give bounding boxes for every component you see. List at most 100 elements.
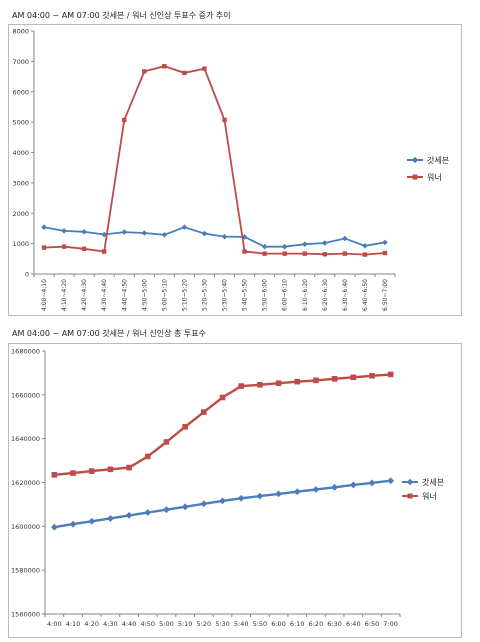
chart-1-x-tick-label: 5:00~5:10	[161, 279, 168, 311]
chart-2-point	[182, 424, 188, 430]
chart-2-y-tick-label: 1560000	[11, 611, 40, 619]
chart-1-point	[142, 69, 147, 74]
chart-2-point	[200, 500, 208, 508]
chart-2-point	[275, 380, 282, 387]
chart-2-y-tick-label: 1620000	[11, 479, 40, 487]
chart-1-point	[161, 232, 168, 238]
chart-1-point	[41, 224, 47, 231]
chart-1-x-tick-label: 5:40~5:50	[242, 279, 249, 311]
chart-2-x-tick-label: 5:30	[215, 620, 230, 628]
chart-1-y-tick-label: 2000	[12, 210, 29, 218]
chart-1-y-tick-label: 8000	[12, 28, 29, 36]
chart-1-point	[221, 233, 228, 240]
chart-2-point	[181, 503, 189, 511]
chart-1-legend-marker	[412, 174, 418, 180]
chart-2-x-tick-label: 6:30	[327, 620, 342, 628]
chart-1-x-tick-label: 4:20~4:30	[81, 279, 88, 311]
chart-2-point	[106, 515, 114, 522]
chart-1-point	[342, 235, 348, 242]
chart-1-point	[281, 243, 288, 250]
chart-2-x-tick-label: 5:10	[178, 620, 193, 628]
chart-1-y-tick-label: 1000	[12, 240, 29, 248]
chart-1-point	[262, 251, 267, 256]
chart-2-x-tick-label: 6:00	[271, 620, 286, 628]
chart-2-legend-marker	[406, 478, 414, 486]
chart-1-y-tick-label: 4000	[12, 149, 29, 157]
chart-2-point	[313, 377, 319, 384]
chart-2-x-tick-label: 5:50	[253, 620, 268, 628]
chart-2-point	[88, 468, 95, 474]
chart-2-y-tick-label: 1660000	[11, 391, 40, 399]
chart-1-x-tick-label: 5:10~5:20	[181, 279, 188, 311]
chart-2-title: AM 04:00 ~ AM 07:00 갓세븐 / 워너 신인상 총 투표수	[12, 329, 207, 338]
chart-1-point	[181, 224, 188, 231]
chart-2-x-tick-label: 7:00	[383, 620, 398, 628]
chart-2-y-tick-label: 1680000	[11, 348, 40, 356]
chart-2-point	[387, 371, 394, 378]
chart-2-point	[51, 472, 58, 478]
chart-1-point	[81, 246, 87, 251]
chart-1-point	[322, 252, 328, 257]
chart-2-point	[144, 453, 151, 460]
chart-2-x-tick-label: 4:00	[47, 620, 62, 628]
chart-2-point	[163, 506, 170, 514]
chart-1-x-tick-label: 4:30~4:40	[101, 279, 108, 311]
chart-1-x-tick-label: 5:20~5:30	[201, 279, 208, 311]
chart-2-point	[312, 486, 320, 493]
chart-1-x-tick-label: 6:20~6:30	[322, 279, 329, 311]
chart-1-legend-marker	[411, 156, 419, 164]
chart-2-y-tick-label: 1640000	[11, 435, 40, 443]
chart-1-legend-label: 워너	[427, 172, 442, 182]
chart-2-x-tick-label: 6:20	[309, 620, 324, 628]
chart-2-point	[70, 470, 76, 476]
chart-1-point	[362, 252, 368, 257]
chart-1-y-tick-label: 5000	[12, 119, 29, 127]
chart-1-y-tick-label: 3000	[12, 179, 29, 187]
chart-2-point	[163, 439, 170, 445]
chart-2-legend-label: 갓세븐	[422, 477, 444, 487]
chart-1-point	[162, 64, 167, 69]
chart-1-point	[121, 229, 128, 235]
chart-2-point	[219, 497, 226, 505]
chart-1-x-tick-label: 5:30~5:40	[222, 279, 229, 311]
chart-1-point	[41, 245, 47, 250]
chart-2-point	[294, 378, 301, 385]
chart-1-x-tick-label: 4:00~4:10	[41, 279, 48, 311]
chart-2-x-tick-label: 6:10	[290, 620, 305, 628]
chart-2-x-tick-label: 6:40	[346, 620, 361, 628]
chart-2-block: AM 04:00 ~ AM 07:00 갓세븐 / 워너 신인상 총 투표수 1…	[0, 318, 480, 642]
chart-1-point	[282, 251, 287, 256]
chart-1-y-tick-label: 7000	[12, 58, 29, 66]
chart-1-svg: 0 1000 2000 3000 4000 5000 6000 7000 8000 4:00~4:…	[12, 28, 449, 311]
chart-1-x-tick-label: 4:40~4:50	[121, 279, 128, 311]
chart-2-point	[331, 483, 339, 491]
chart-1-point	[301, 241, 308, 248]
chart-1-x-tick-label: 6:50~7:00	[382, 279, 389, 311]
chart-1-point	[61, 244, 67, 249]
chart-2-point	[257, 381, 263, 388]
chart-2-point	[350, 374, 357, 381]
chart-2-point	[219, 394, 226, 401]
chart-2-point	[293, 488, 301, 496]
chart-1-point	[242, 249, 247, 254]
chart-1-legend-label: 갓세븐	[427, 155, 449, 165]
chart-2-legend-marker	[407, 493, 413, 499]
chart-1-x-tick-label: 6:40~6:50	[362, 279, 369, 311]
chart-1-x-tick-label: 4:10~4:20	[61, 279, 68, 311]
chart-1-title: AM 04:00 ~ AM 07:00 갓세븐 / 워너 신인상 투표수 증가 …	[12, 11, 231, 20]
chart-2-x-tick-label: 4:30	[103, 620, 118, 628]
chart-2-point	[256, 492, 264, 500]
chart-1-point	[141, 230, 148, 236]
chart-2-point	[387, 477, 395, 485]
chart-2-series-line	[54, 373, 391, 476]
chart-1-point	[122, 117, 127, 123]
chart-1-point	[382, 250, 388, 256]
chart-2-svg: 1560000 1580000 1600000 1620000 1640000 16600…	[11, 348, 444, 629]
chart-2-x-tick-label: 5:00	[159, 620, 174, 628]
chart-2-x-tick-label: 5:40	[234, 620, 249, 628]
chart-1-point	[362, 242, 368, 249]
chart-1-point	[182, 70, 187, 76]
chart-1-series-line	[43, 65, 386, 256]
chart-1-frame	[8, 24, 462, 316]
chart-1-x-tick-label: 6:30~6:40	[342, 279, 349, 311]
